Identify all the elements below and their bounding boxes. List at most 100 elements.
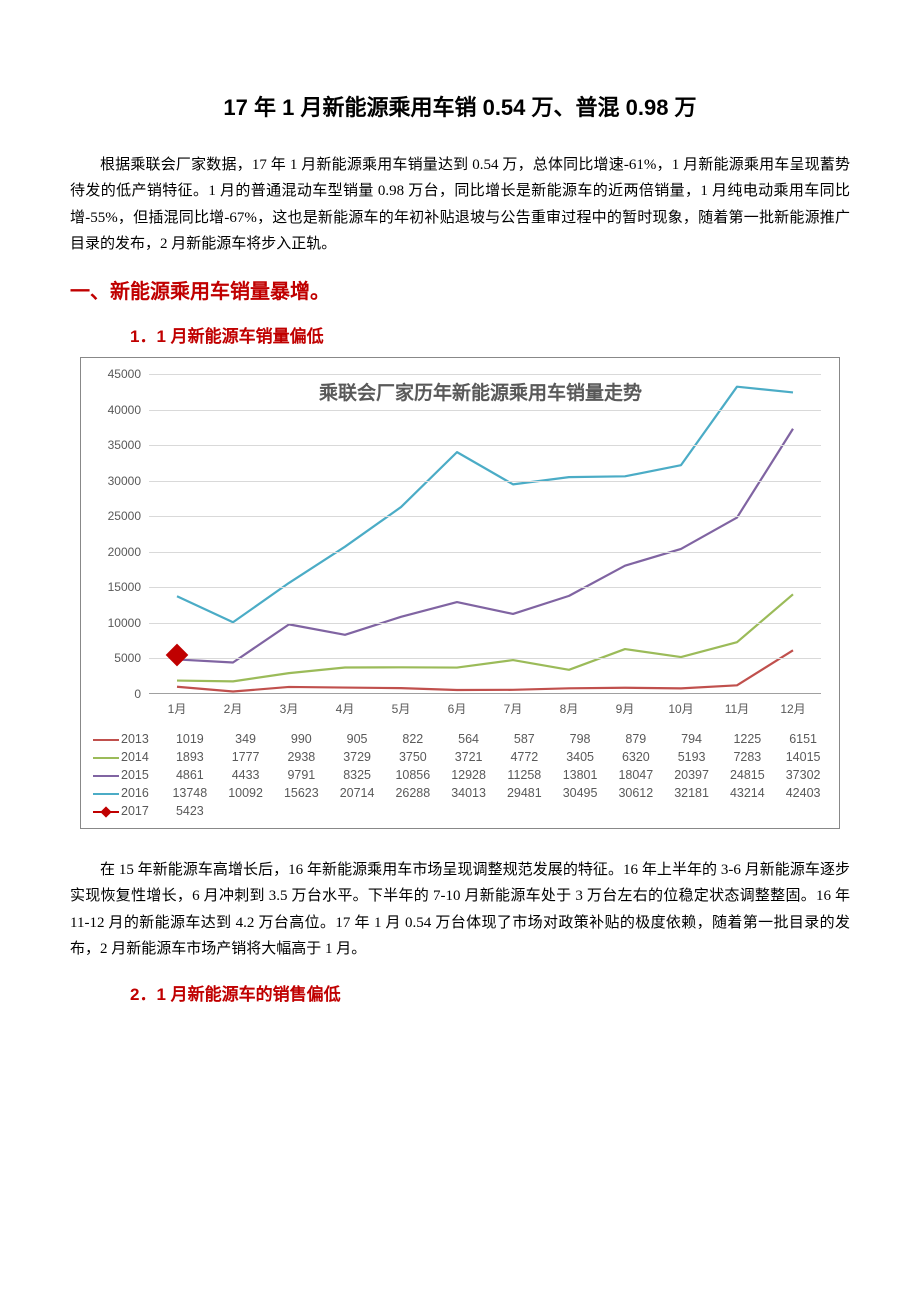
chart-y-tick-label: 35000 [89,438,141,452]
legend-series-name: 2014 [121,750,149,764]
chart-x-tick-label: 11月 [725,700,749,717]
chart-lines-svg [149,374,821,694]
legend-value-cell: 879 [608,730,664,748]
legend-value-cell [664,802,720,820]
legend-value-cell [719,802,775,820]
legend-value-cell: 5193 [664,748,720,766]
legend-value-cell: 7283 [719,748,775,766]
legend-row: 2014 189317772938372937503721477234056320… [89,748,831,766]
chart-x-tick-label: 2月 [224,700,243,717]
legend-value-cell: 349 [218,730,274,748]
chart-x-tick-label: 4月 [336,700,355,717]
legend-value-cell: 11258 [496,766,552,784]
legend-value-cell [218,802,274,820]
legend-value-cell: 24815 [719,766,775,784]
chart-plot-area [149,374,821,694]
chart-x-tick-label: 6月 [448,700,467,717]
chart-y-tick-label: 5000 [89,651,141,665]
legend-value-cell: 4861 [162,766,218,784]
legend-value-cell: 30612 [608,784,664,802]
legend-series-name: 2015 [121,768,149,782]
legend-value-cell: 905 [329,730,385,748]
legend-value-cell: 587 [496,730,552,748]
chart-x-tick-label: 5月 [392,700,411,717]
chart-x-tick-label: 3月 [280,700,299,717]
legend-value-cell: 10856 [385,766,441,784]
legend-value-cell [273,802,329,820]
legend-value-cell: 564 [441,730,497,748]
chart-y-tick-label: 10000 [89,616,141,630]
chart-series-line-2013 [177,650,793,691]
chart-y-tick-label: 0 [89,687,141,701]
legend-series-name: 2016 [121,786,149,800]
legend-value-cell [385,802,441,820]
chart-x-tick-label: 12月 [780,700,805,717]
chart-y-tick-label: 20000 [89,545,141,559]
legend-value-cell: 3729 [329,748,385,766]
legend-value-cell: 42403 [775,784,831,802]
legend-value-cell: 12928 [441,766,497,784]
legend-value-cell: 798 [552,730,608,748]
legend-value-cell [552,802,608,820]
legend-value-cell [775,802,831,820]
legend-value-cell [329,802,385,820]
chart-y-tick-label: 45000 [89,367,141,381]
chart-legend-table: 2013101934999090582256458779887979412256… [89,730,831,820]
intro-paragraph: 根据乘联会厂家数据，17 年 1 月新能源乘用车销量达到 0.54 万，总体同比… [70,152,850,257]
legend-value-cell: 3405 [552,748,608,766]
legend-swatch [93,807,119,817]
legend-value-cell: 990 [273,730,329,748]
legend-value-cell: 2938 [273,748,329,766]
legend-value-cell [441,802,497,820]
legend-value-cell: 1777 [218,748,274,766]
legend-value-cell: 37302 [775,766,831,784]
legend-value-cell: 26288 [385,784,441,802]
legend-swatch [93,775,119,777]
legend-value-cell: 13801 [552,766,608,784]
chart-y-tick-label: 15000 [89,580,141,594]
subsection-heading-2: 2．1 月新能源车的销售偏低 [130,980,850,1005]
legend-value-cell: 1019 [162,730,218,748]
legend-value-cell: 43214 [719,784,775,802]
section-heading-1: 一、新能源乘用车销量暴增。 [70,275,850,304]
legend-value-cell: 3750 [385,748,441,766]
legend-row: 2015 486144339791832510856129281125813801… [89,766,831,784]
legend-value-cell [608,802,664,820]
legend-row: 2017 5423 [89,802,831,820]
legend-value-cell: 29481 [496,784,552,802]
chart-x-tick-label: 9月 [616,700,635,717]
legend-value-cell: 9791 [273,766,329,784]
legend-value-cell: 5423 [162,802,218,820]
chart-x-tick-label: 8月 [560,700,579,717]
legend-row: 2016137481009215623207142628834013294813… [89,784,831,802]
legend-value-cell: 20714 [329,784,385,802]
legend-value-cell: 6320 [608,748,664,766]
legend-value-cell: 18047 [608,766,664,784]
chart-y-tick-label: 25000 [89,509,141,523]
legend-value-cell: 32181 [664,784,720,802]
page-title: 17 年 1 月新能源乘用车销 0.54 万、普混 0.98 万 [70,90,850,122]
legend-value-cell: 34013 [441,784,497,802]
analysis-paragraph: 在 15 年新能源车高增长后，16 年新能源乘用车市场呈现调整规范发展的特征。1… [70,857,850,962]
legend-value-cell: 4433 [218,766,274,784]
legend-value-cell: 15623 [273,784,329,802]
subsection-heading-1: 1．1 月新能源车销量偏低 [130,322,850,347]
chart-y-tick-label: 30000 [89,474,141,488]
legend-value-cell [496,802,552,820]
legend-value-cell: 1225 [719,730,775,748]
legend-value-cell: 3721 [441,748,497,766]
legend-value-cell: 20397 [664,766,720,784]
legend-value-cell: 1893 [162,748,218,766]
legend-row: 2013101934999090582256458779887979412256… [89,730,831,748]
legend-series-name: 2017 [121,804,149,818]
legend-value-cell: 30495 [552,784,608,802]
chart-x-tick-label: 7月 [504,700,523,717]
legend-value-cell: 4772 [496,748,552,766]
chart-x-axis-labels: 1月2月3月4月5月6月7月8月9月10月11月12月 [149,700,821,720]
legend-value-cell: 8325 [329,766,385,784]
legend-value-cell: 13748 [162,784,218,802]
legend-value-cell: 6151 [775,730,831,748]
legend-value-cell: 14015 [775,748,831,766]
legend-swatch [93,793,119,795]
legend-series-name: 2013 [121,732,149,746]
